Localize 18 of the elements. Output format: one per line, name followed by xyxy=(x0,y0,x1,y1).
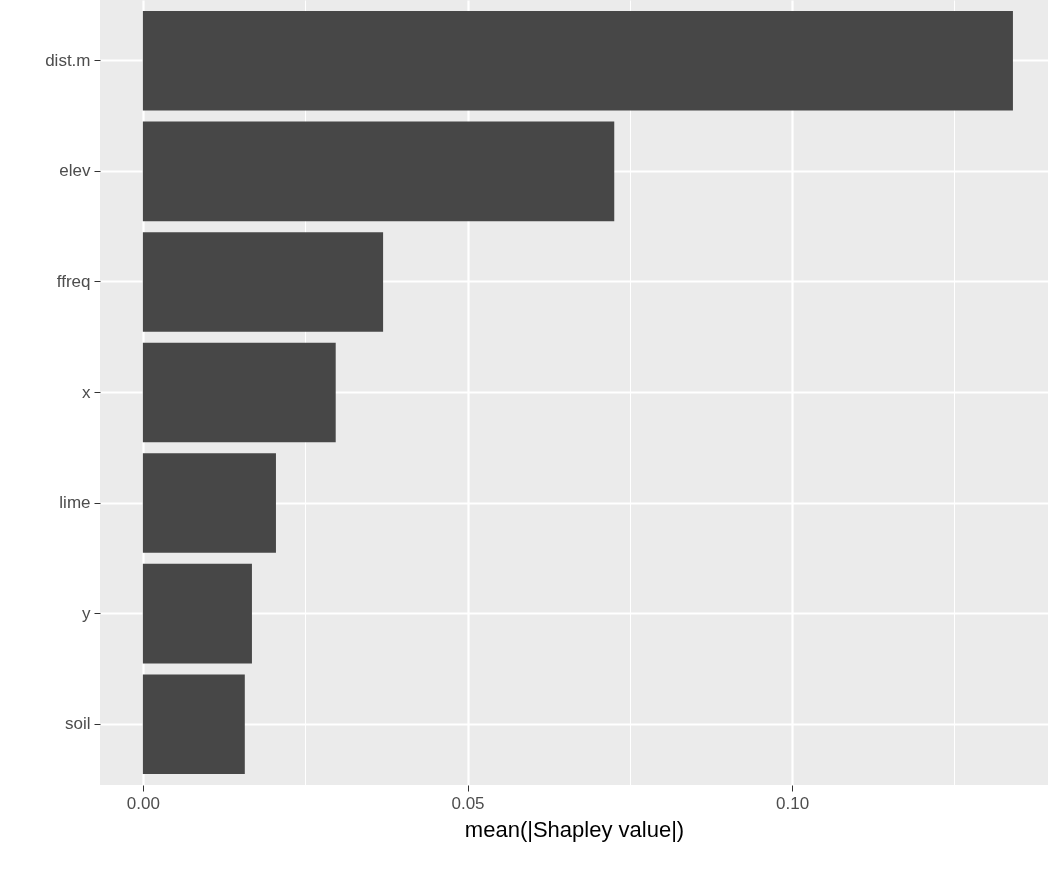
y-tick-label: dist.m xyxy=(45,50,91,70)
bar xyxy=(142,232,384,332)
bar xyxy=(142,674,245,774)
x-tick-label: 0.10 xyxy=(776,793,810,813)
y-tick-label: soil xyxy=(64,714,91,734)
y-tick-label: y xyxy=(82,603,91,623)
x-tick-label: 0.00 xyxy=(126,793,160,813)
bar xyxy=(142,11,1013,111)
x-axis-title: mean(|Shapley value|) xyxy=(464,816,685,842)
y-tick-label: ffreq xyxy=(56,271,91,291)
x-tick-label: 0.05 xyxy=(451,793,485,813)
y-tick-label: x xyxy=(82,382,91,402)
bar xyxy=(142,563,252,664)
bar xyxy=(142,453,276,553)
y-tick-label: elev xyxy=(59,161,91,181)
bar xyxy=(142,121,615,222)
bar xyxy=(142,342,336,443)
y-tick-label: lime xyxy=(59,493,91,513)
